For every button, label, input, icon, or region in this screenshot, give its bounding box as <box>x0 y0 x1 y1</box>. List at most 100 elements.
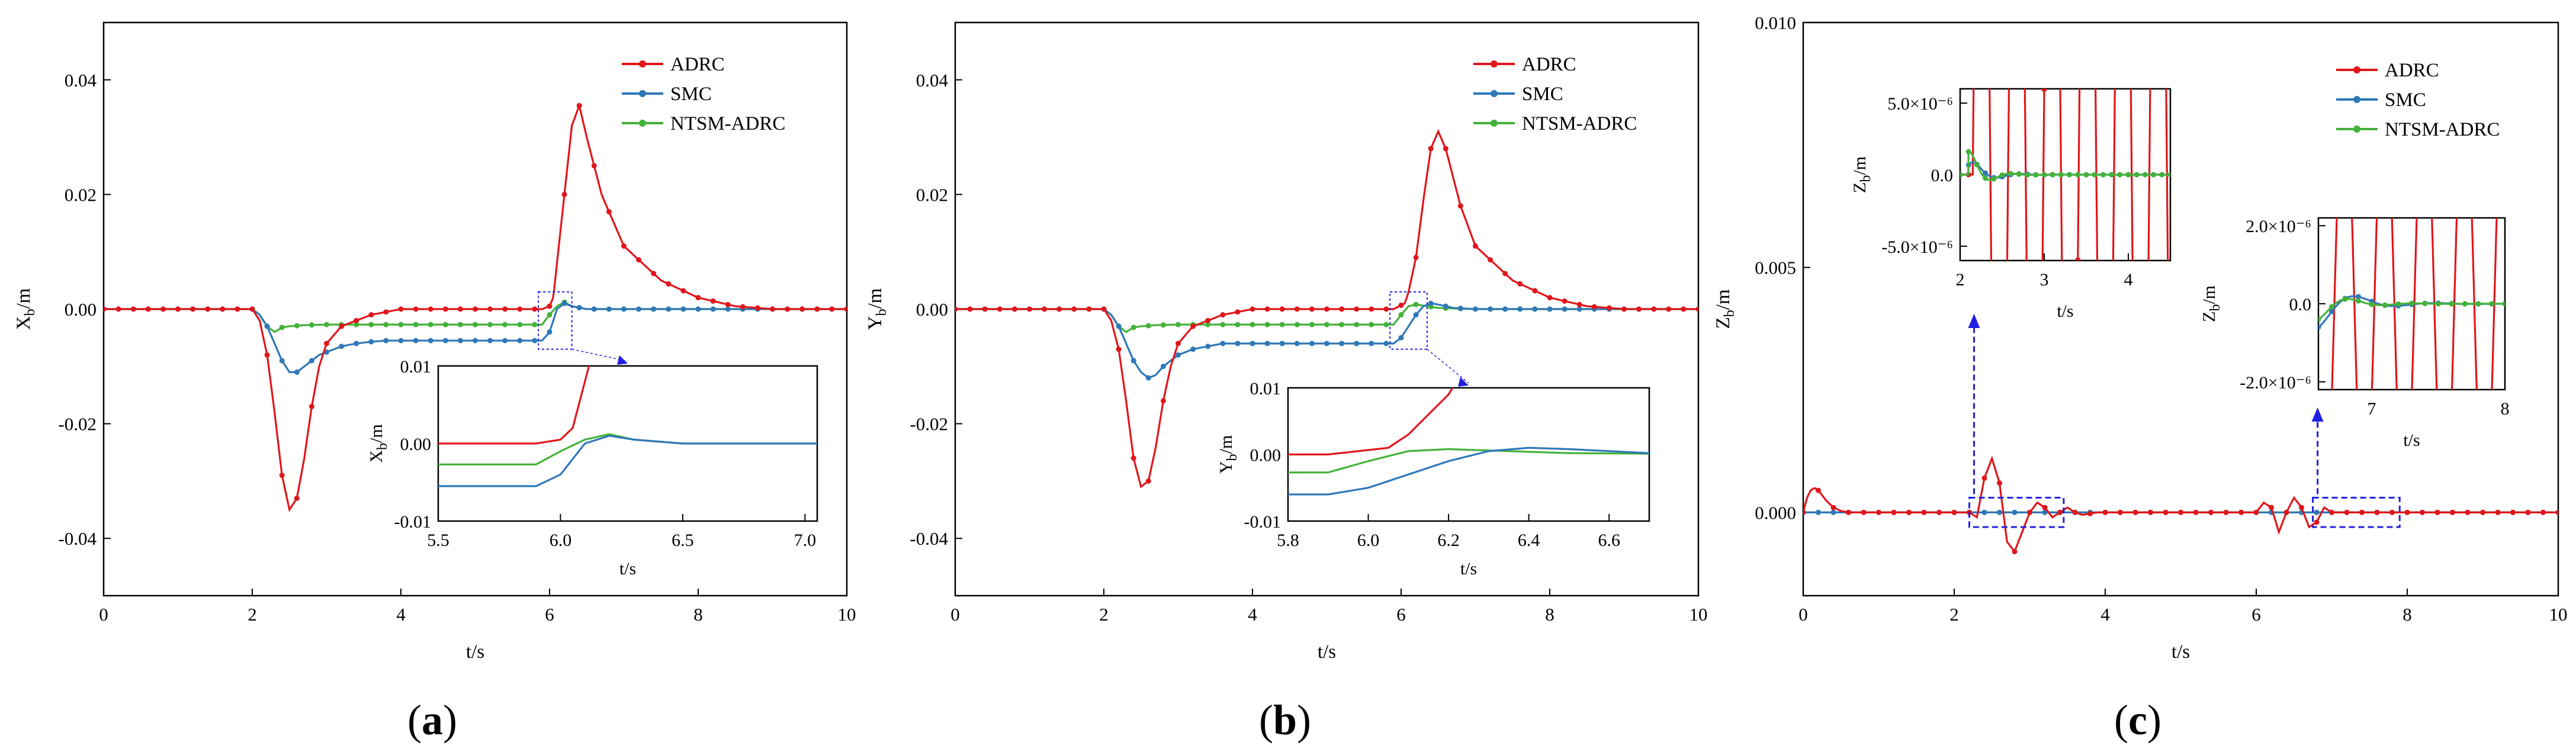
series-b-SMC-point <box>1398 335 1404 340</box>
series-b-ADRC-point <box>1591 304 1597 310</box>
inset-c1-ytick-label: 2.0×10⁻⁶ <box>2246 217 2311 236</box>
series-a-ADRC-point <box>636 257 642 263</box>
series-a-SMC-point <box>621 306 627 312</box>
main-c-xtick-label: 6 <box>2251 604 2261 625</box>
series-a-SMC-point <box>666 306 672 312</box>
series-b-ADRC-point <box>967 306 973 312</box>
series-a-ADRC-point <box>115 306 121 312</box>
series-a-NTSM-ADRC-point <box>442 322 448 327</box>
series-a-ADRC-point <box>249 306 255 312</box>
series-c-ADRC-point <box>1921 509 1927 515</box>
inset-c0-NTSM-ADRC-point <box>2125 172 2131 178</box>
series-c-SMC-point <box>1997 509 2002 515</box>
legend-a-legend-marker <box>639 60 646 68</box>
series-b-NTSM-ADRC-point <box>1175 322 1181 327</box>
inset-series-a-ADRC-line <box>438 366 590 445</box>
main-a-ytick-label: 0.02 <box>65 184 97 205</box>
inset-yaxis-label: Xb/m <box>367 424 390 462</box>
zoom-arrow <box>2311 407 2324 422</box>
series-b-ADRC-point <box>1547 295 1553 301</box>
series-b-SMC-point <box>1264 340 1270 346</box>
inset-c0-NTSM-ADRC-point <box>1974 162 1980 168</box>
series-a-NTSM-ADRC-point <box>383 322 389 327</box>
inset-b-ytick-label: 0.01 <box>1250 379 1281 399</box>
series-c-ADRC-point <box>1936 509 1942 515</box>
series-b-SMC-point <box>1220 340 1226 346</box>
inset-yaxis-label: Zb/m <box>2199 285 2223 322</box>
series-c-ADRC-point <box>2238 509 2244 515</box>
main-a-ytick-label: -0.02 <box>58 414 97 435</box>
main-c-xtick-label: 4 <box>2100 604 2110 625</box>
inset-c1-NTSM-ADRC-point <box>2329 304 2334 310</box>
series-a-ADRC-point <box>829 306 835 312</box>
inset-a-xtick-label: 6.5 <box>672 531 694 550</box>
main-b-ytick-label: -0.02 <box>910 414 948 435</box>
zoom-arrow <box>1968 314 1980 328</box>
series-a-ADRC-point <box>413 306 419 312</box>
inset-c1-ytick-label: -2.0×10⁻⁶ <box>2240 373 2311 393</box>
main-c-xtick-label: 0 <box>1798 604 1808 625</box>
series-b-SMC-point <box>1235 340 1241 346</box>
inset-b-frame <box>1287 387 1650 522</box>
inset-c1-NTSM-ADRC-point <box>2449 301 2455 307</box>
series-b-ADRC-point <box>1190 323 1196 329</box>
inset-b-xtick-label: 6.0 <box>1357 531 1380 550</box>
legend-b-legend-marker <box>1491 60 1498 68</box>
series-c-ADRC-point <box>2314 519 2320 525</box>
inset-c1-SMC-point <box>2329 308 2334 314</box>
series-a-NTSM-ADRC-point <box>532 322 538 327</box>
series-a-NTSM-ADRC-point <box>354 322 359 327</box>
series-c-ADRC-point <box>2072 509 2078 515</box>
series-a-ADRC-point <box>294 495 300 501</box>
inset-xaxis-label: t/s <box>2057 301 2073 321</box>
series-b-NTSM-ADRC-point <box>1324 322 1329 327</box>
main-b-ytick-label: 0.02 <box>916 184 948 205</box>
series-a-ADRC-point <box>220 306 226 312</box>
series-a-SMC-point <box>487 338 493 343</box>
series-a-ADRC-point <box>591 163 597 169</box>
series-c-ADRC-point <box>2163 509 2169 515</box>
series-c-ADRC-point <box>2283 509 2289 515</box>
series-a-ADRC-point <box>264 352 270 358</box>
inset-b-xtick-label: 6.2 <box>1437 531 1460 550</box>
yaxis-label: Zb/m <box>1713 289 1737 329</box>
inset-xaxis-label: t/s <box>2403 430 2420 450</box>
series-b-SMC-point <box>1116 323 1122 329</box>
series-a-SMC-point <box>517 338 523 343</box>
series-c-SMC-point <box>1981 509 1987 515</box>
series-a-ADRC-point <box>104 306 107 312</box>
series-a-NTSM-ADRC-point <box>294 323 300 329</box>
series-a-ADRC-point <box>354 317 359 323</box>
inset-c1-NTSM-ADRC-point <box>2356 298 2361 304</box>
series-b-SMC-point <box>1443 303 1448 309</box>
series-a-SMC-point <box>473 338 478 343</box>
series-c-ADRC-point <box>2087 510 2093 516</box>
series-c-ADRC-point <box>1951 509 1957 515</box>
inset-c0-NTSM-ADRC-point <box>1991 176 1997 182</box>
series-a-ADRC-point <box>205 306 211 312</box>
series-b-SMC-point <box>1369 340 1374 346</box>
inset-c0-ADRC-point <box>2100 705 2106 710</box>
series-a-NTSM-ADRC-point <box>487 322 493 327</box>
legend-a-legend-marker <box>639 90 646 97</box>
series-a-ADRC-point <box>740 304 746 310</box>
xaxis-label: t/s <box>2172 641 2190 663</box>
series-c-ADRC-point <box>2042 504 2048 510</box>
main-c-ytick-label: 0.005 <box>1755 258 1796 278</box>
series-b-SMC-point <box>1547 306 1553 312</box>
series-a-NTSM-ADRC-point <box>428 322 433 327</box>
series-a-NTSM-ADRC-point <box>502 322 508 327</box>
series-a-SMC-point <box>264 323 270 329</box>
inset-c0-NTSM-ADRC-point <box>2167 172 2170 178</box>
inset-c0-ADRC-point <box>2092 4 2098 9</box>
inset-c1-NTSM-ADRC-point <box>2502 301 2505 307</box>
series-a-ADRC-point <box>621 243 627 249</box>
inset-c0-NTSM-ADRC-point <box>1983 175 1989 181</box>
series-b-SMC-point <box>1309 340 1315 346</box>
inset-b-ytick-label: -0.01 <box>1244 512 1281 532</box>
series-c-ADRC-point <box>2480 509 2485 515</box>
series-b-NTSM-ADRC-point <box>1264 322 1270 327</box>
series-b-ADRC-point <box>1027 306 1032 312</box>
inset-c0-NTSM-ADRC-point <box>2109 172 2115 178</box>
